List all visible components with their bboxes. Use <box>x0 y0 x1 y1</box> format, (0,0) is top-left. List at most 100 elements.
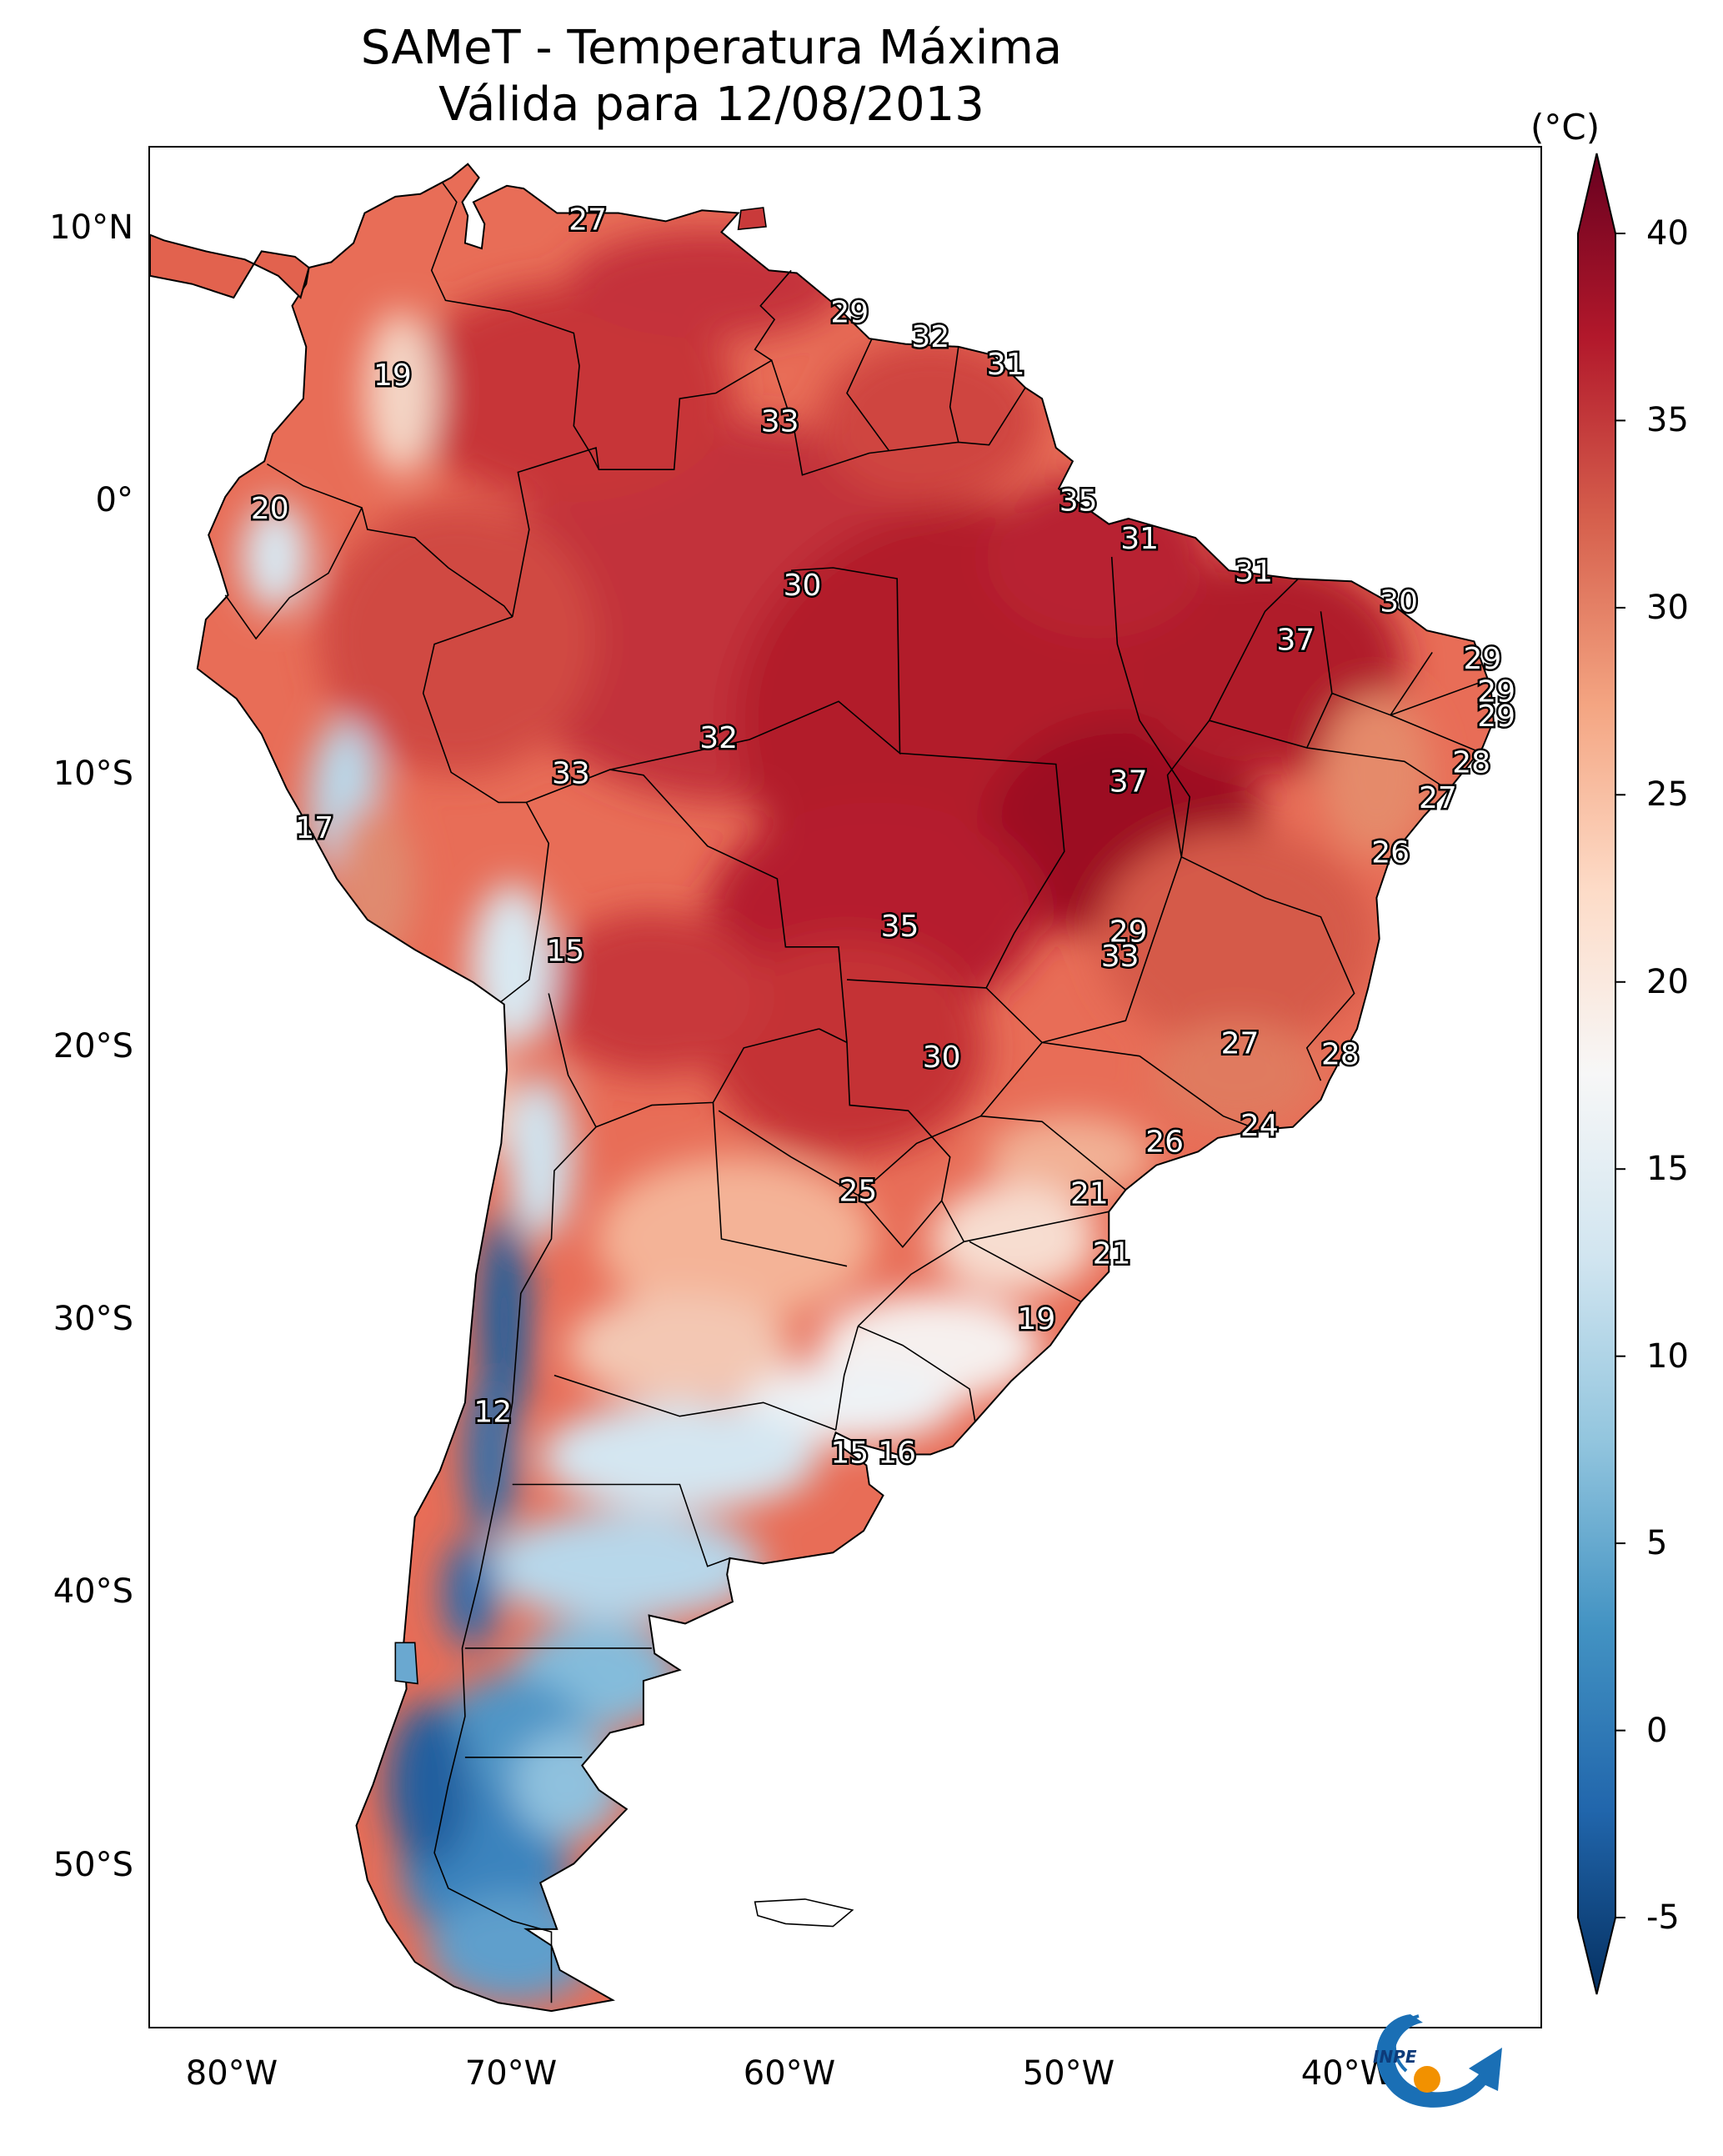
colorbar-tick-label: 0 <box>1646 1712 1668 1750</box>
temperature-value-label: 29 <box>1477 675 1515 709</box>
lat-tick-label: 0° <box>95 481 133 519</box>
temperature-field-patch <box>540 911 764 1075</box>
colorbar-tick-label: -5 <box>1646 1898 1680 1937</box>
temperature-value-label: 33 <box>761 405 799 439</box>
central-america-landmass <box>150 233 310 299</box>
temperature-value-label: 25 <box>839 1174 877 1208</box>
lon-tick-label: 80°W <box>185 2054 278 2093</box>
trinidad-island <box>737 207 767 231</box>
temperature-field-patch <box>1153 1020 1321 1130</box>
temperature-value-label: 27 <box>1221 1027 1260 1061</box>
temperature-value-label: 35 <box>881 910 919 944</box>
temperature-value-label: 21 <box>1093 1237 1131 1271</box>
temperature-field-patch <box>986 474 1210 639</box>
temperature-field-patch <box>1125 556 1405 775</box>
temperature-value-label: 19 <box>1017 1302 1055 1336</box>
colorbar <box>1577 153 1625 1995</box>
colorbar-tick-label: 25 <box>1646 775 1689 814</box>
temperature-field-patch <box>242 502 309 612</box>
temperature-value-label: 20 <box>251 492 289 526</box>
temperature-value-label: 28 <box>1452 746 1490 780</box>
svg-text:INPE: INPE <box>1373 2047 1417 2067</box>
temperature-field-patch <box>387 1702 471 1867</box>
lat-tick-label: 10°S <box>53 755 133 793</box>
colorbar-tick-label: 40 <box>1646 214 1689 253</box>
temperature-value-label: 24 <box>1240 1109 1279 1143</box>
temperature-value-label: 16 <box>878 1436 916 1471</box>
temperature-field-patch <box>484 1512 764 1622</box>
lon-tick-label: 50°W <box>1022 2054 1115 2093</box>
colorbar-tick-label: 10 <box>1646 1337 1689 1376</box>
temperature-field-patch <box>464 1375 516 1540</box>
temperature-value-label: 33 <box>1101 940 1139 974</box>
temperature-value-label: 29 <box>1109 915 1148 950</box>
map-panel: 27 29 32 31 19 33 35 20 31 31 30 30 37 29 29 29 32 28 33 37… <box>148 146 1542 2028</box>
temperature-value-label: 17 <box>295 811 333 845</box>
temperature-value-label: 32 <box>911 320 949 354</box>
temperature-field-patch <box>512 1730 624 1839</box>
temperature-value-label: 30 <box>784 569 822 603</box>
temperature-value-label: 26 <box>1145 1125 1184 1159</box>
temperature-value-label: 28 <box>1321 1038 1360 1072</box>
temperature-value-label: 31 <box>1235 555 1273 589</box>
temperature-field-patch <box>401 283 736 503</box>
temperature-value-label: 21 <box>1070 1177 1109 1211</box>
colorbar-tick-label: 5 <box>1646 1524 1668 1562</box>
chart-subtitle: Válida para 12/08/2013 <box>438 78 984 132</box>
temperature-field-patch <box>364 311 438 475</box>
temperature-value-label: 30 <box>1380 585 1418 619</box>
lat-tick-label: 50°S <box>53 1846 133 1884</box>
temperature-field-patch <box>540 1402 819 1512</box>
chart-title: SAMeT - Temperatura Máxima <box>360 21 1063 75</box>
temperature-value-label: 33 <box>552 757 590 791</box>
temperature-field-patch <box>735 1361 959 1444</box>
temperature-value-label: 27 <box>1419 781 1457 815</box>
temperature-value-label: 15 <box>830 1436 869 1471</box>
temperature-field-patch <box>986 1116 1154 1198</box>
lon-tick-label: 70°W <box>464 2054 558 2093</box>
lat-tick-label: 30°S <box>53 1300 133 1338</box>
temperature-value-label: 19 <box>373 358 412 393</box>
chiloe-island <box>394 1642 418 1685</box>
temperature-field-patch <box>507 1075 574 1240</box>
temperature-value-label: 31 <box>987 348 1025 382</box>
temperature-field-patch <box>317 502 596 775</box>
temperature-field-patch <box>478 1211 529 1431</box>
lon-tick-label: 60°W <box>743 2054 836 2093</box>
temperature-value-label: 15 <box>546 934 584 968</box>
temperature-value-label: 37 <box>1276 623 1315 657</box>
temperature-value-label: 30 <box>923 1040 961 1075</box>
temperature-field-patch <box>1320 693 1433 857</box>
temperature-value-label: 35 <box>1059 484 1098 518</box>
temperature-value-label: 29 <box>1463 642 1501 676</box>
temperature-field-patch <box>930 1184 1098 1294</box>
colorbar-tick-label: 30 <box>1646 589 1689 627</box>
temperature-field-patch <box>1098 830 1377 1048</box>
temperature-value-label: 27 <box>568 203 607 237</box>
lat-tick-label: 10°N <box>49 208 133 247</box>
temperature-field-patch <box>568 1293 792 1403</box>
colorbar-tick-label: 15 <box>1646 1150 1689 1188</box>
temperature-field-patch <box>443 1539 498 1648</box>
colorbar-unit: (°C) <box>1530 107 1600 148</box>
temperature-field-patch <box>568 229 847 338</box>
temperature-value-label: 29 <box>830 296 869 330</box>
lat-tick-label: 20°S <box>53 1027 133 1065</box>
temperature-value-label: 26 <box>1371 836 1410 870</box>
colorbar-tick-label: 20 <box>1646 963 1689 1001</box>
lat-tick-label: 40°S <box>53 1572 133 1611</box>
temperature-value-label: 37 <box>1109 765 1148 800</box>
temperature-value-label: 12 <box>473 1395 512 1429</box>
temperature-value-label: 29 <box>1477 699 1515 734</box>
temperature-field-patch <box>470 884 554 1048</box>
temperature-field-patch <box>596 1156 875 1321</box>
colorbar-tick-label: 35 <box>1646 401 1689 439</box>
temperature-value-label: 32 <box>699 721 738 755</box>
inpe-logo: INPE <box>1373 2014 1502 2108</box>
country-state-borders <box>224 183 1489 2003</box>
falkland-islands <box>754 1898 854 1928</box>
coastline <box>196 163 1495 2013</box>
temperature-field-patch <box>819 338 1043 503</box>
temperature-value-label: 31 <box>1120 522 1159 556</box>
